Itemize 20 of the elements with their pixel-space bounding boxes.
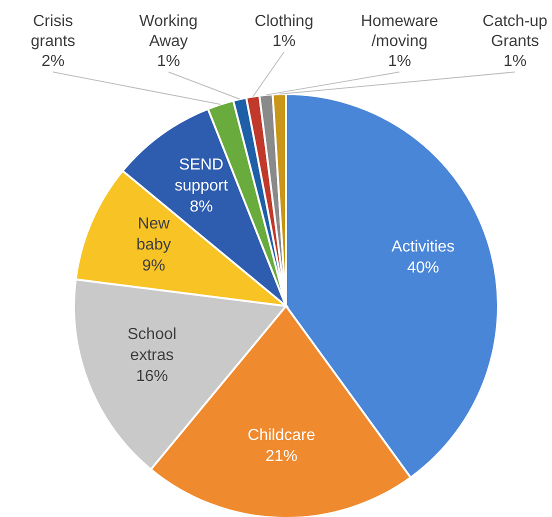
data-label: 2% — [41, 53, 65, 70]
slice-label: Clothing — [254, 13, 314, 30]
slice-label: Childcare — [248, 427, 316, 444]
data-label: 1% — [388, 53, 412, 70]
slice-label: Catch-up Grants — [482, 13, 548, 50]
data-label: 8% — [190, 198, 213, 216]
slice-label: Crisis grants — [30, 13, 76, 50]
data-label: 1% — [156, 53, 180, 70]
slice-label: School extras — [128, 326, 176, 364]
data-label: 1% — [503, 53, 527, 70]
data-label: 1% — [272, 33, 296, 50]
slice-label: Working Away — [139, 13, 198, 50]
slice-label: New baby — [136, 216, 172, 254]
data-label: 21% — [265, 448, 298, 466]
slice-label: Homeware/moving — [360, 13, 438, 50]
slice-label: SEND support — [174, 156, 228, 194]
data-label: 16% — [136, 368, 168, 386]
data-label: 9% — [142, 258, 166, 275]
data-label: 40% — [407, 259, 440, 276]
slice-label: Activities — [392, 238, 455, 256]
